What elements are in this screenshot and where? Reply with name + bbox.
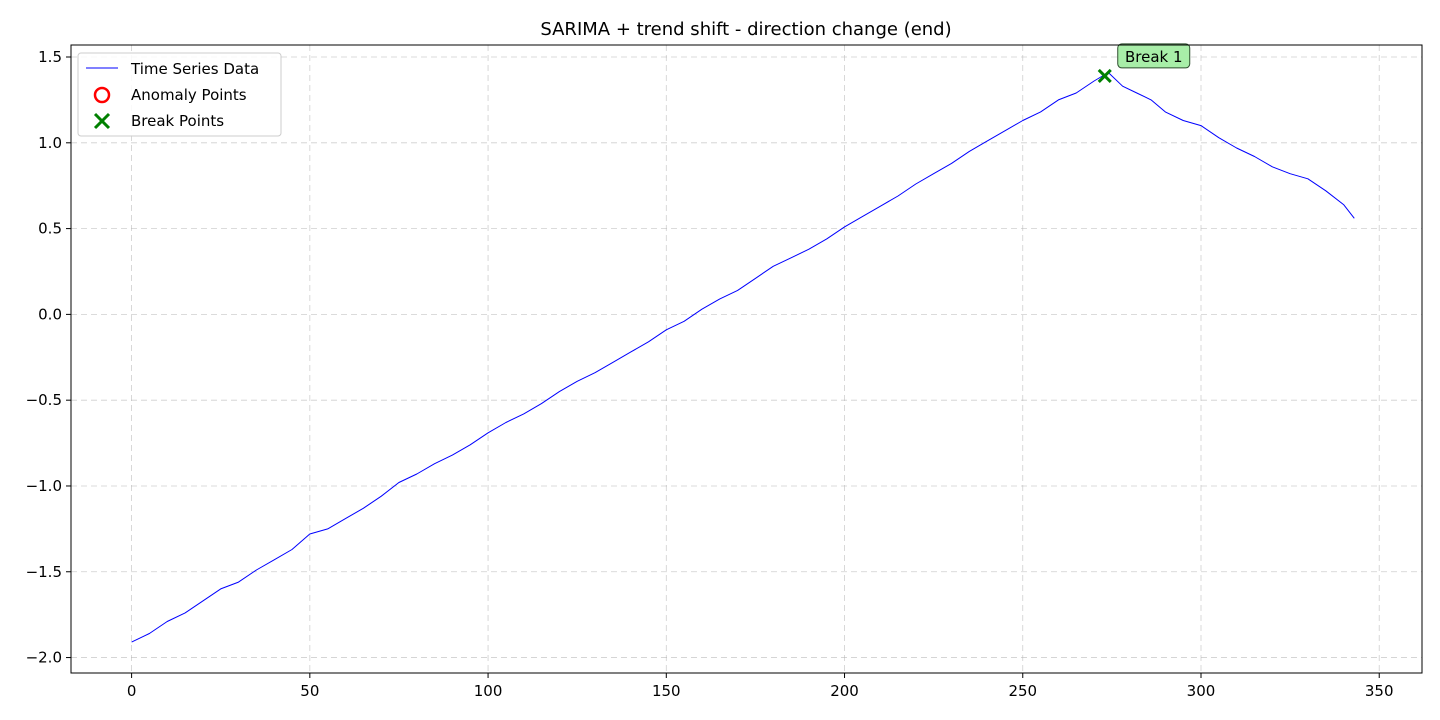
x-tick-label: 350 xyxy=(1365,682,1394,700)
legend-box xyxy=(77,52,282,137)
x-tick-label: 200 xyxy=(830,682,859,700)
legend-label-series: Time Series Data xyxy=(130,60,259,78)
x-tick-label: 0 xyxy=(127,682,137,700)
y-tick-label: −0.5 xyxy=(26,391,62,409)
y-tick-label: 0.0 xyxy=(38,305,62,323)
chart-title: SARIMA + trend shift - direction change … xyxy=(540,19,951,40)
break-annotation-label: Break 1 xyxy=(1125,48,1183,66)
x-tick-label: 50 xyxy=(300,682,319,700)
x-tick-label: 300 xyxy=(1187,682,1216,700)
x-axis: 0 50 100 150 200 250 300 350 xyxy=(127,673,1394,700)
y-axis: −2.0 −1.5 −1.0 −0.5 0.0 0.5 1.0 1.5 xyxy=(26,48,71,667)
legend-break-swatch xyxy=(93,112,111,130)
series-line xyxy=(131,72,1355,643)
y-tick-label: 0.5 xyxy=(38,220,62,238)
legend-label-anomaly: Anomaly Points xyxy=(131,86,247,104)
break-point-stroke xyxy=(1097,68,1112,83)
break-annotation: Break 1 xyxy=(1117,43,1191,69)
plot-frame xyxy=(70,44,1423,674)
legend-x-stroke xyxy=(93,112,111,130)
legend-anomaly-swatch xyxy=(93,86,111,104)
y-tick-label: −1.5 xyxy=(26,563,62,581)
x-tick-label: 250 xyxy=(1008,682,1037,700)
y-tick-label: −1.0 xyxy=(26,477,62,495)
series-layer xyxy=(131,72,1355,643)
x-tick-label: 150 xyxy=(652,682,681,700)
y-tick-label: 1.5 xyxy=(38,48,62,66)
y-tick-label: 1.0 xyxy=(38,134,62,152)
marker-layer: Break 1 xyxy=(1097,43,1191,83)
grid xyxy=(71,45,1422,673)
y-tick-label: −2.0 xyxy=(26,649,62,667)
break-point-marker xyxy=(1097,68,1112,83)
break-annotation-box xyxy=(1117,43,1191,69)
legend: Time Series Data Anomaly Points Break Po… xyxy=(77,52,282,137)
x-tick-label: 100 xyxy=(474,682,503,700)
legend-label-break: Break Points xyxy=(131,112,224,130)
